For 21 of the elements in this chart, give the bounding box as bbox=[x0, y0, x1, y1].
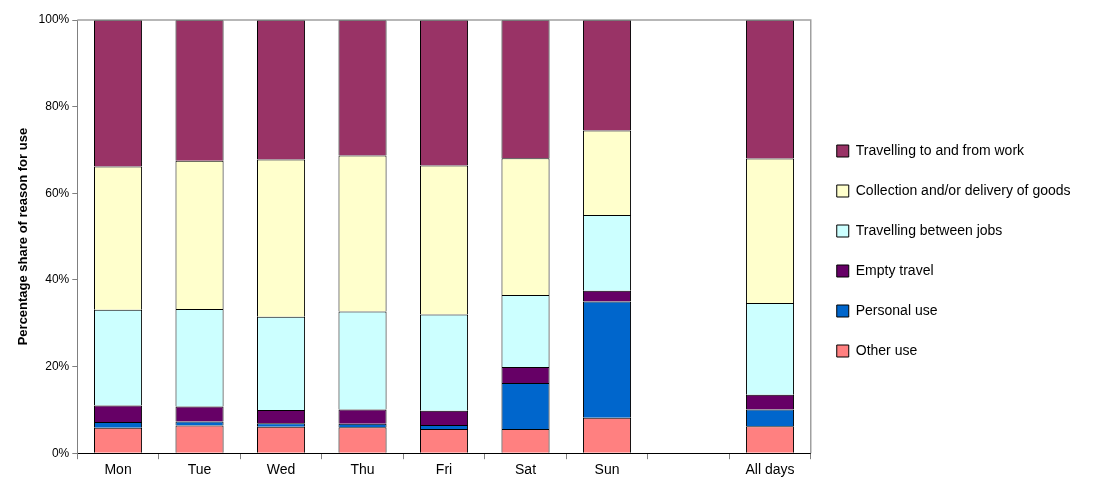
x-tick-label: Tue bbox=[187, 461, 212, 478]
y-tick-label: 40% bbox=[45, 272, 70, 287]
x-tick-label: Sun bbox=[594, 461, 620, 478]
x-tick-label: Mon bbox=[104, 461, 132, 478]
legend-label: Travelling to and from work bbox=[855, 141, 1026, 158]
y-tick-label: 80% bbox=[45, 98, 70, 113]
legend-label: Collection and/or delivery of goods bbox=[855, 181, 1071, 198]
x-tick-label: Thu bbox=[350, 461, 375, 478]
x-tick-label: All days bbox=[745, 461, 795, 478]
y-axis-title: Percentage share of reason for use bbox=[15, 127, 31, 346]
legend-label: Personal use bbox=[855, 301, 938, 318]
y-tick-label: 100% bbox=[38, 12, 70, 27]
legend-label: Other use bbox=[855, 341, 918, 358]
x-tick-label: Sat bbox=[515, 461, 537, 478]
legend-label: Travelling between jobs bbox=[855, 221, 1003, 238]
y-tick-label: 60% bbox=[45, 185, 70, 200]
x-tick-label: Fri bbox=[435, 461, 453, 478]
legend-label: Empty travel bbox=[855, 261, 934, 278]
x-tick-label: Wed bbox=[266, 461, 296, 478]
y-tick-label: 20% bbox=[45, 358, 70, 373]
y-tick-label: 0% bbox=[51, 445, 70, 460]
